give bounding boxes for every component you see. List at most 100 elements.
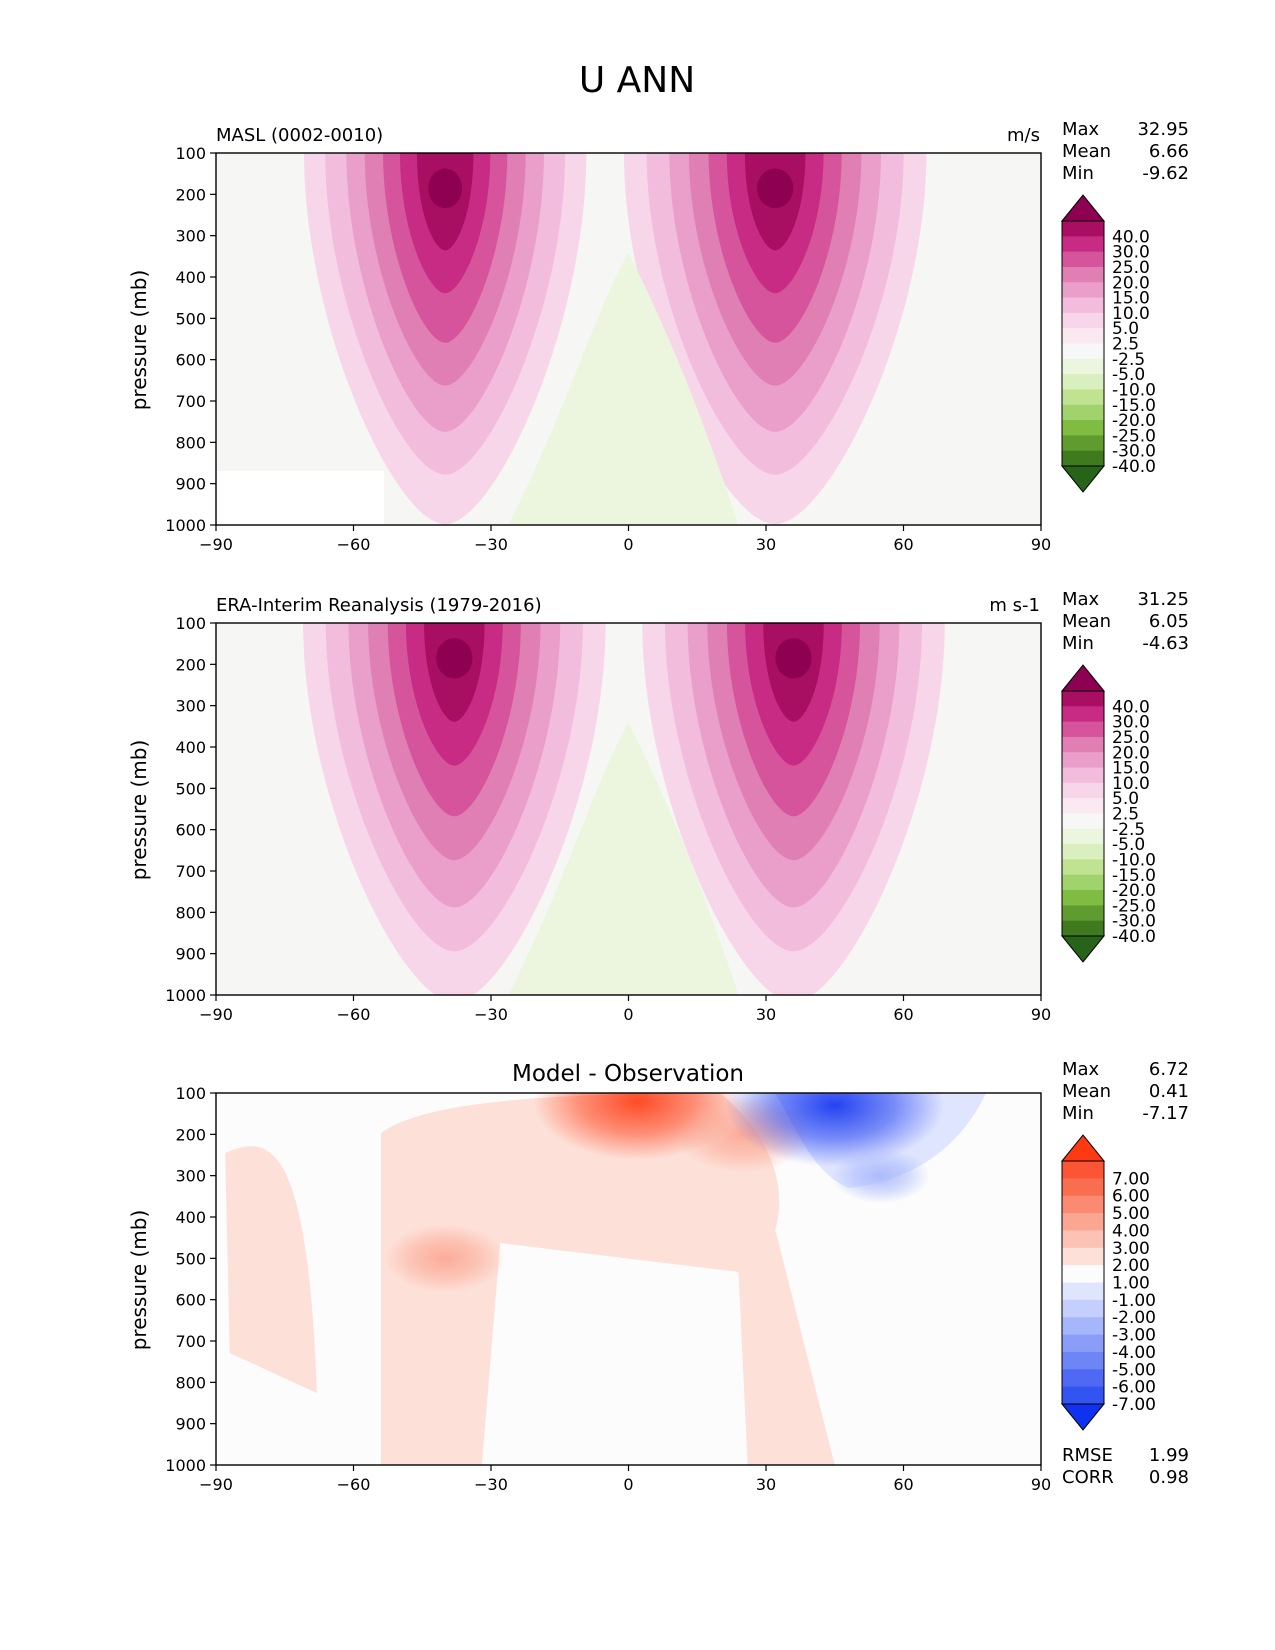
colorbar-label: -10.0 [1112, 380, 1156, 400]
x-tick-label: −30 [474, 1005, 508, 1024]
y-tick-label: 400 [175, 738, 206, 757]
x-tick-labels: −90 −60 −30 0 30 60 90 [199, 525, 1051, 554]
x-tick-label: −30 [474, 1475, 508, 1494]
jet-core [775, 638, 812, 679]
panel-left-title: ERA-Interim Reanalysis (1979-2016) [216, 595, 542, 616]
colorbar-swatch [1062, 266, 1104, 283]
colorbar: 40.030.025.020.015.010.05.02.5-2.5-5.0-1… [1060, 194, 1156, 493]
y-tick-label: 700 [175, 862, 206, 881]
colorbar-swatch [1062, 782, 1104, 799]
colorbar-swatch [1062, 721, 1104, 738]
colorbar-label: 2.5 [1112, 335, 1139, 355]
x-tick-label: 60 [893, 1475, 913, 1494]
colorbar-label: -10.0 [1112, 850, 1156, 870]
y-tick-label: 400 [175, 268, 206, 287]
colorbar-swatch [1062, 312, 1104, 329]
stat-value-min: -7.17 [1142, 1103, 1189, 1124]
colorbar-label: -2.5 [1112, 350, 1145, 370]
colorbar-label: 30.0 [1112, 243, 1150, 263]
panel-units: m/s [1007, 125, 1040, 146]
plot-area [215, 152, 1042, 526]
stat-label-max: Max [1062, 589, 1100, 610]
x-tick-label: 60 [893, 535, 913, 554]
y-tick-label: 900 [175, 945, 206, 964]
panel-center-title: Model - Observation [512, 1061, 744, 1087]
colorbar-label: -25.0 [1112, 426, 1156, 446]
plot-area [215, 1092, 1042, 1466]
colorbar-label: 40.0 [1112, 227, 1150, 247]
colorbar-swatch [1062, 1282, 1104, 1301]
colorbar-swatch [1062, 328, 1104, 344]
colorbar-label: -3.00 [1112, 1326, 1156, 1346]
y-tick-label: 800 [175, 433, 206, 452]
stat-label-rmse: RMSE [1062, 1445, 1113, 1466]
stat-label-mean: Mean [1062, 1081, 1111, 1102]
colorbar-extend-bottom [1060, 1403, 1106, 1431]
colorbar-label: -5.0 [1112, 365, 1145, 385]
jet-core [428, 168, 463, 209]
y-axis-label: pressure (mb) [127, 270, 151, 411]
colorbar-label: -5.00 [1112, 1360, 1156, 1380]
x-tick-label: 0 [623, 535, 633, 554]
colorbar-swatch [1062, 1265, 1104, 1283]
colorbar-swatch [1062, 859, 1104, 876]
anomaly-feature [385, 1224, 506, 1293]
colorbar-swatch [1062, 343, 1104, 360]
colorbar-label: -40.0 [1112, 457, 1156, 477]
y-tick-label: 700 [175, 1332, 206, 1351]
colorbar-swatch [1062, 1334, 1104, 1353]
colorbar-frame [1061, 690, 1105, 937]
colorbar-swatch [1062, 1317, 1104, 1336]
colorbar-swatch [1062, 236, 1104, 253]
x-tick-label: 30 [756, 535, 776, 554]
easterly-contour-band [508, 723, 739, 995]
y-tick-label: 800 [175, 1373, 206, 1392]
y-tick-label: 900 [175, 475, 206, 494]
colorbar-extend-top [1060, 664, 1106, 692]
colorbar-swatch [1062, 905, 1104, 922]
x-tick-label: 30 [756, 1005, 776, 1024]
figure-title: U ANN [579, 60, 695, 101]
colorbar-extend-top [1060, 194, 1106, 222]
colorbar-label: 15.0 [1112, 759, 1150, 779]
stat-label-mean: Mean [1062, 141, 1111, 162]
colorbar-label: 2.00 [1112, 1256, 1150, 1276]
stats-block: Max 31.25 Mean 6.05 Min -4.63 [1062, 589, 1189, 654]
panel-reanalysis: ERA-Interim Reanalysis (1979-2016) m s-1… [127, 589, 1189, 1024]
colorbar-swatch [1062, 920, 1104, 937]
y-tick-label: 200 [175, 655, 206, 674]
colorbar-label: -15.0 [1112, 866, 1156, 886]
colorbar: 7.006.005.004.003.002.001.00-1.00-2.00-3… [1060, 1134, 1156, 1431]
x-tick-label: 30 [756, 1475, 776, 1494]
stat-value-max: 6.72 [1149, 1059, 1189, 1080]
y-tick-label: 600 [175, 351, 206, 370]
colorbar-label: 15.0 [1112, 289, 1150, 309]
colorbar-swatch [1062, 420, 1104, 436]
x-tick-label: −90 [199, 535, 233, 554]
colorbar-swatch [1062, 435, 1104, 452]
stat-label-min: Min [1062, 1103, 1094, 1124]
anomaly-band-positive [225, 1146, 317, 1393]
anomaly-feature [831, 1148, 930, 1204]
colorbar-label: 25.0 [1112, 258, 1150, 278]
y-tick-label: 500 [175, 309, 206, 328]
easterly-contour-band [508, 253, 739, 525]
stat-label-max: Max [1062, 1059, 1100, 1080]
y-tick-label: 600 [175, 1291, 206, 1310]
masked-region [216, 471, 384, 525]
colorbar-label: 5.00 [1112, 1204, 1150, 1224]
colorbar-label: -2.5 [1112, 820, 1145, 840]
y-tick-label: 300 [175, 1167, 206, 1186]
colorbar-label: -1.00 [1112, 1291, 1156, 1311]
colorbar: 40.030.025.020.015.010.05.02.5-2.5-5.0-1… [1060, 664, 1156, 963]
stat-value-corr: 0.98 [1149, 1467, 1189, 1488]
y-tick-label: 500 [175, 779, 206, 798]
colorbar-frame [1061, 1160, 1105, 1405]
panel-model: MASL (0002-0010) m/s pressure (mb) −90 −6… [127, 119, 1189, 554]
y-tick-label: 300 [175, 697, 206, 716]
colorbar-swatch [1062, 1213, 1104, 1231]
colorbar-extend-bottom [1060, 935, 1106, 963]
colorbar-label: -2.00 [1112, 1308, 1156, 1328]
colorbar-swatch [1062, 1161, 1104, 1179]
